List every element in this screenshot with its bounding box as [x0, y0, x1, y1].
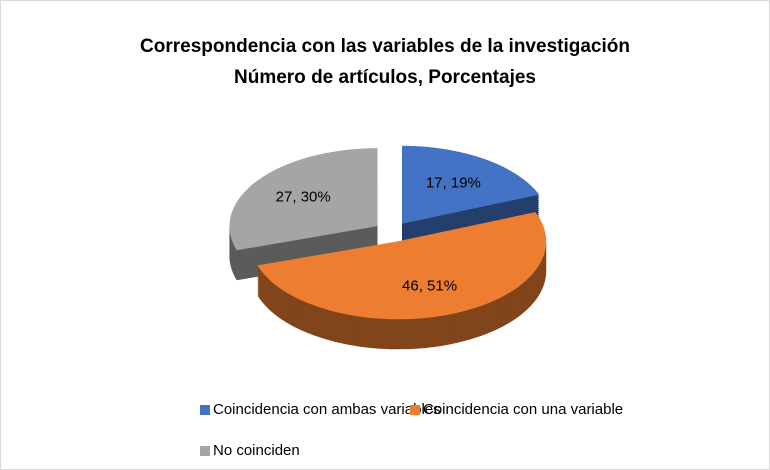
- slice: [229, 148, 378, 251]
- data-label: 46, 51%: [402, 278, 457, 295]
- legend-label: No coinciden: [213, 442, 300, 459]
- chart-subtitle: Número de artículos, Porcentajes: [234, 67, 536, 88]
- legend-swatch: [200, 405, 210, 415]
- legend-label: Coincidencia con una variable: [423, 401, 623, 418]
- legend-swatch: [410, 405, 420, 415]
- slice: [257, 212, 547, 320]
- data-label: 27, 30%: [276, 189, 331, 206]
- slice: [402, 145, 540, 224]
- data-label: 17, 19%: [426, 175, 481, 192]
- legend-swatch: [200, 446, 210, 456]
- chart-title: Correspondencia con las variables de la …: [140, 36, 630, 57]
- legend-label: Coincidencia con ambas variables: [213, 401, 441, 418]
